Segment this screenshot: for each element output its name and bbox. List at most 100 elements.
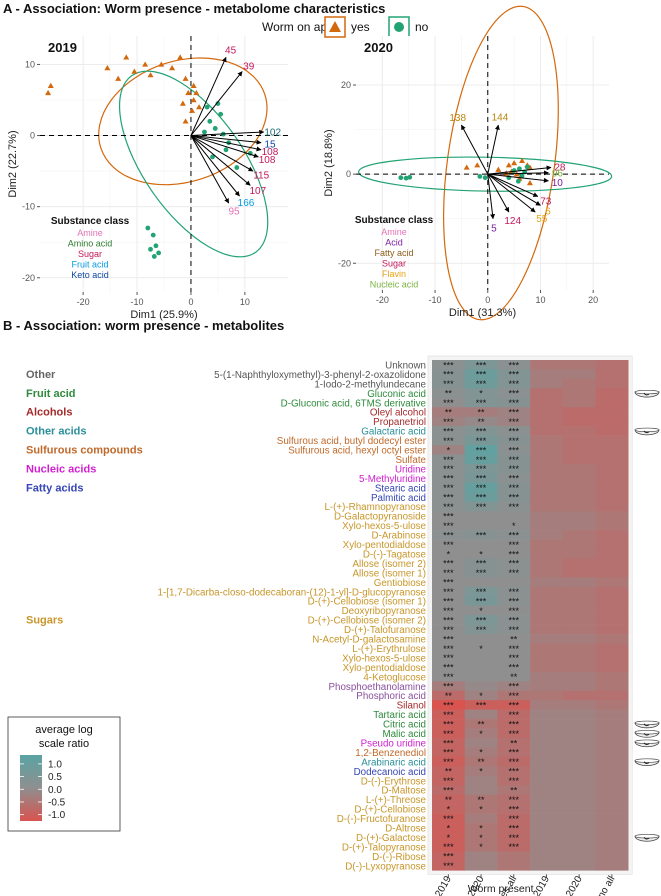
heatmap-cell [595,511,629,521]
significance-label: *** [443,653,454,663]
significance-label: *** [476,474,487,484]
heatmap-cell [464,369,498,380]
significance-label: *** [508,833,519,843]
heatmap-cell [530,567,564,578]
heatmap-cell [497,492,531,503]
significance-label: * [479,389,483,399]
ellipse-yes [98,57,268,186]
point-yes [158,61,165,67]
loading-arrow [190,71,243,136]
heatmap-cell [562,738,596,748]
significance-label: *** [476,530,487,540]
heatmap-cell [497,530,531,540]
point-no [524,164,530,170]
point-no [204,104,210,110]
class-legend-title: Substance class [355,215,434,226]
y-axis-label: Dim2 (22.7%) [7,130,19,197]
x-axis-label: Dim1 (31.3%) [449,307,516,319]
heatmap-cell [464,378,498,389]
heatmap-cell [432,643,465,654]
heatmap-cell [432,766,465,777]
heatmap-cell [530,747,564,758]
heatmap-cell [595,794,629,805]
row-label: D-(-)-Ribose [372,852,426,863]
apple-slice-top [634,834,660,839]
significance-label: *** [508,814,519,824]
row-label: L-(+)-Erythrulose [352,644,426,655]
heatmap-cell [432,492,465,503]
row-label: Xylo-pentodialdose [343,663,427,674]
heatmap-cell [530,738,564,748]
significance-label: *** [508,568,519,578]
heatmap-cell [464,709,498,720]
row-label: Xylo-pentodialdose [343,540,427,551]
loading-arrow [460,124,489,175]
heatmap-cell [562,605,596,616]
heatmap-cell [530,482,564,493]
heatmap-cell [432,823,465,833]
heatmap-cell [464,738,498,748]
group-label: Alcohols [26,407,72,419]
heatmap-cell [432,775,465,786]
heatmap-cell [562,756,596,767]
heatmap-cell [497,435,531,446]
heatmap-cell [530,794,564,805]
heatmap-cell [497,397,531,408]
heatmap-cell [595,813,629,824]
significance-label: *** [476,559,487,569]
heatmap-cell [595,605,629,616]
significance-label: ** [510,634,518,644]
heatmap-cell [497,615,531,625]
heatmap-cell [530,426,564,436]
x-tick-label: -20 [376,295,389,305]
point-no [398,175,404,181]
group-label: Sugars [26,615,63,627]
heatmap-cell [464,832,498,843]
heatmap-cell [464,747,498,758]
loading-arrow [487,174,495,220]
loading-arrow [190,135,262,152]
significance-label: *** [443,606,454,616]
significance-label: *** [508,360,519,370]
heatmap-cell [497,766,531,777]
heatmap-cell [464,596,498,606]
heatmap-cell [530,378,564,389]
heatmap-cell [562,690,596,701]
heatmap-cell [464,530,498,540]
heatmap-cell [562,813,596,824]
arrow-label: 10 [552,178,564,189]
class-legend-item: Acid [385,238,403,248]
significance-label: *** [476,370,487,380]
heatmap-cell [562,794,596,805]
heatmap-cell [562,643,596,654]
class-legend-item: Amine [77,228,103,238]
heatmap-cell [432,360,465,370]
y-tick-label: -20 [338,258,351,268]
heatmap-cell [595,473,629,484]
heatmap-cell [464,615,498,625]
heatmap-cell [497,586,531,597]
significance-label: * [447,549,451,559]
heatmap-cell [497,643,531,654]
significance-label: *** [508,549,519,559]
significance-label: *** [443,682,454,692]
heatmap-cell [432,728,465,739]
group-label: Sulfurous compounds [26,445,143,457]
significance-label: ** [478,795,486,805]
heatmap-cell [562,501,596,512]
loading-arrow [487,124,500,175]
significance-label: *** [476,379,487,389]
heatmap-cell [562,520,596,531]
heatmap-cell [595,690,629,701]
heatmap-cell [432,511,465,521]
ellipse-no [358,156,613,192]
heatmap-cell [562,549,596,559]
heatmap-cell [562,397,596,408]
heatmap-cell [432,539,465,550]
worm-mark [643,742,650,746]
heatmap-cell [530,369,564,380]
y-tick-label: 0 [30,131,35,141]
significance-label: *** [508,653,519,663]
heatmap-cell [595,747,629,758]
